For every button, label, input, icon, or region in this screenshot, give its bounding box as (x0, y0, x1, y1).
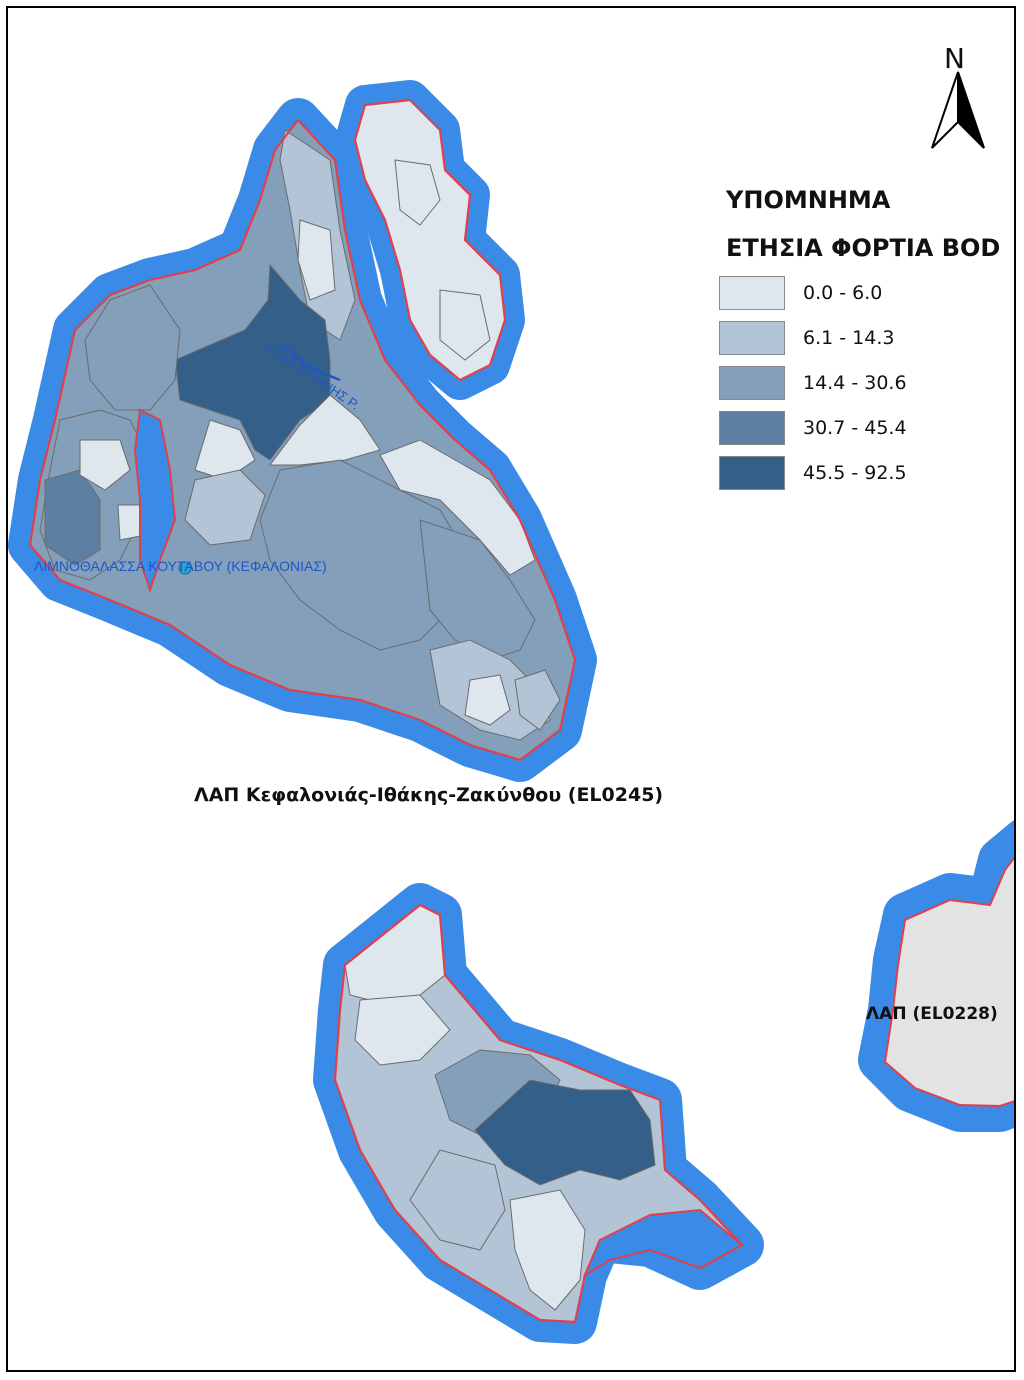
river-line (281, 344, 341, 382)
legend-swatch (719, 366, 785, 400)
legend-swatch (719, 456, 785, 490)
legend-label: 6.1 - 14.3 (803, 327, 895, 349)
district-boundary (28, 118, 577, 762)
basin (509, 1189, 586, 1311)
bay (582, 1208, 744, 1278)
legend-label: 0.0 - 6.0 (803, 282, 883, 304)
district-boundary (353, 98, 507, 382)
legend-item: 6.1 - 14.3 (719, 321, 1009, 357)
legend-label: 14.4 - 30.6 (803, 372, 907, 394)
basin (84, 284, 181, 411)
legend-item: 14.4 - 30.6 (719, 366, 1009, 402)
legend-swatch (719, 411, 785, 445)
basin (439, 289, 491, 361)
legend-item: 0.0 - 6.0 (719, 276, 1009, 312)
north-label: N (944, 42, 965, 75)
lagoon-marker (178, 561, 192, 575)
basin (419, 519, 536, 661)
legend-label: 30.7 - 45.4 (803, 417, 907, 439)
basin (464, 674, 511, 726)
basin (514, 669, 561, 731)
district-label-other: ΛΑΠ (EL0228) (866, 1004, 998, 1024)
legend-item: 30.7 - 45.4 (719, 411, 1009, 447)
ithaca-island (354, 99, 506, 381)
basin (184, 469, 266, 546)
legend-label: 45.5 - 92.5 (803, 462, 907, 484)
legend-swatch (719, 321, 785, 355)
map-canvas (8, 71, 1014, 1344)
basin (297, 219, 336, 301)
map-frame: N ΥΠΟΜΝΗΜΑ ΕΤΗΣΙΑ ΦΟΡΤΙΑ BOD 0.0 - 6.0 6.… (6, 6, 1016, 1372)
north-arrow-icon (931, 71, 985, 149)
zakynthos-island (334, 904, 743, 1323)
basin (409, 1149, 506, 1251)
gulf (133, 408, 177, 594)
basin (394, 159, 441, 226)
basin (259, 459, 471, 651)
district-label-main: ΛΑΠ Κεφαλονιάς-Ιθάκης-Ζακύνθου (EL0245) (194, 784, 664, 806)
basin (379, 439, 536, 576)
legend-swatch (719, 276, 785, 310)
basin (474, 1079, 656, 1186)
neighbor-land (883, 856, 1014, 1108)
kefalonia-island (29, 119, 576, 761)
lagoon-label: ΛΙΜΝΟΘΑΛΑΣΣΑ ΚΟΥΤΑΒΟΥ (ΚΕΦΑΛΟΝΙΑΣ) (34, 558, 327, 574)
legend-item: 45.5 - 92.5 (719, 456, 1009, 492)
legend-heading: ΥΠΟΜΝΗΜΑ (726, 186, 891, 214)
basin (354, 994, 451, 1066)
basin (174, 263, 331, 461)
legend-subheading: ΕΤΗΣΙΑ ΦΟΡΤΙΑ BOD (726, 234, 1001, 262)
basin (79, 439, 131, 491)
